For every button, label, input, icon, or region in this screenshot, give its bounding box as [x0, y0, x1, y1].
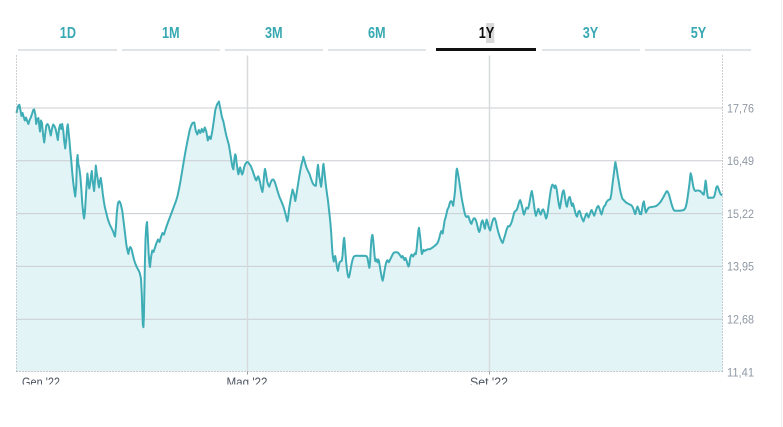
svg-text:15,22: 15,22 — [727, 207, 754, 221]
svg-text:Mag '22: Mag '22 — [227, 376, 268, 390]
svg-text:13,95: 13,95 — [727, 260, 754, 274]
svg-text:11,41: 11,41 — [727, 365, 754, 379]
svg-text:17,76: 17,76 — [727, 101, 754, 115]
svg-text:16,49: 16,49 — [727, 154, 754, 168]
svg-text:12,68: 12,68 — [727, 313, 754, 327]
svg-text:Gen '22: Gen '22 — [22, 376, 60, 390]
svg-text:Set '22: Set '22 — [470, 376, 508, 390]
